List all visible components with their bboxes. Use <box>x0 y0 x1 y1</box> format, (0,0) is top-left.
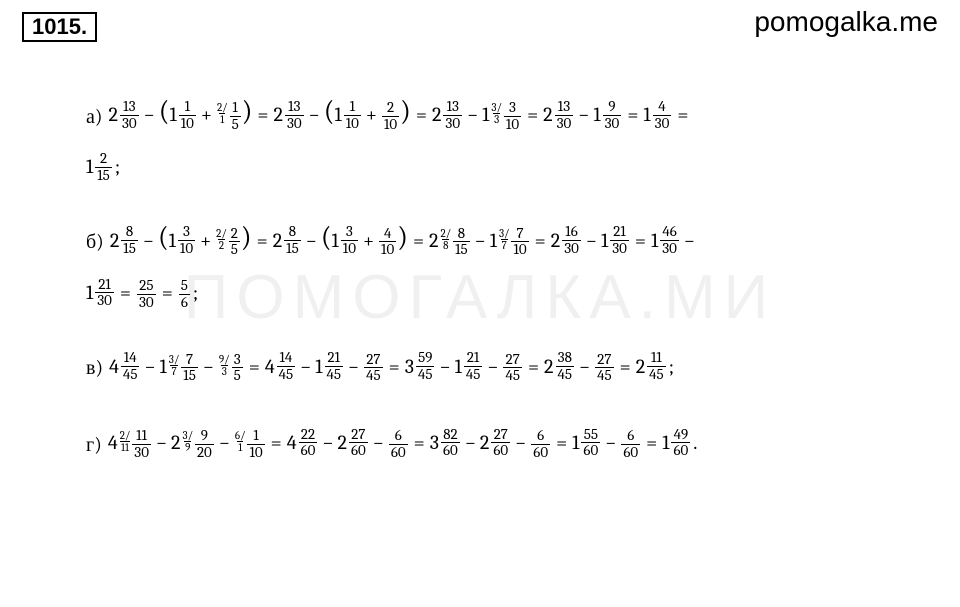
item-b-line1: б) 2815−(1310+2/225)=2815−(1310+410)=22/… <box>86 224 920 261</box>
expr: 21330−(1110+2/115)=21330−(1110+210)=2133… <box>109 98 694 135</box>
item-b-label: б) <box>86 232 104 252</box>
problem-number-box: 1015. <box>22 12 97 42</box>
item-g-line1: г) 42/111130−23/9920−6/1110=42260−22760−… <box>86 427 920 463</box>
expr: 1215; <box>86 151 120 184</box>
item-b-line2: 12130=2530=56; <box>86 277 920 311</box>
expr: 41445−13/7715−9/335=41445−12145−2745=359… <box>109 350 674 386</box>
item-a-label: а) <box>86 107 103 127</box>
item-v-line1: в) 41445−13/7715−9/335=41445−12145−2745=… <box>86 350 920 386</box>
item-a-line2: 1215; <box>86 151 920 184</box>
math-content: а) 21330−(1110+2/115)=21330−(1110+210)=2… <box>86 98 920 485</box>
site-url: pomogalka.me <box>754 6 938 38</box>
expr: 42/111130−23/9920−6/1110=42260−22760−660… <box>108 427 698 463</box>
expr: 2815−(1310+2/225)=2815−(1310+410)=22/881… <box>110 224 699 261</box>
expr: 12130=2530=56; <box>86 277 198 311</box>
item-v-label: в) <box>86 358 103 378</box>
item-a-line1: а) 21330−(1110+2/115)=21330−(1110+210)=2… <box>86 98 920 135</box>
item-g-label: г) <box>86 435 102 455</box>
